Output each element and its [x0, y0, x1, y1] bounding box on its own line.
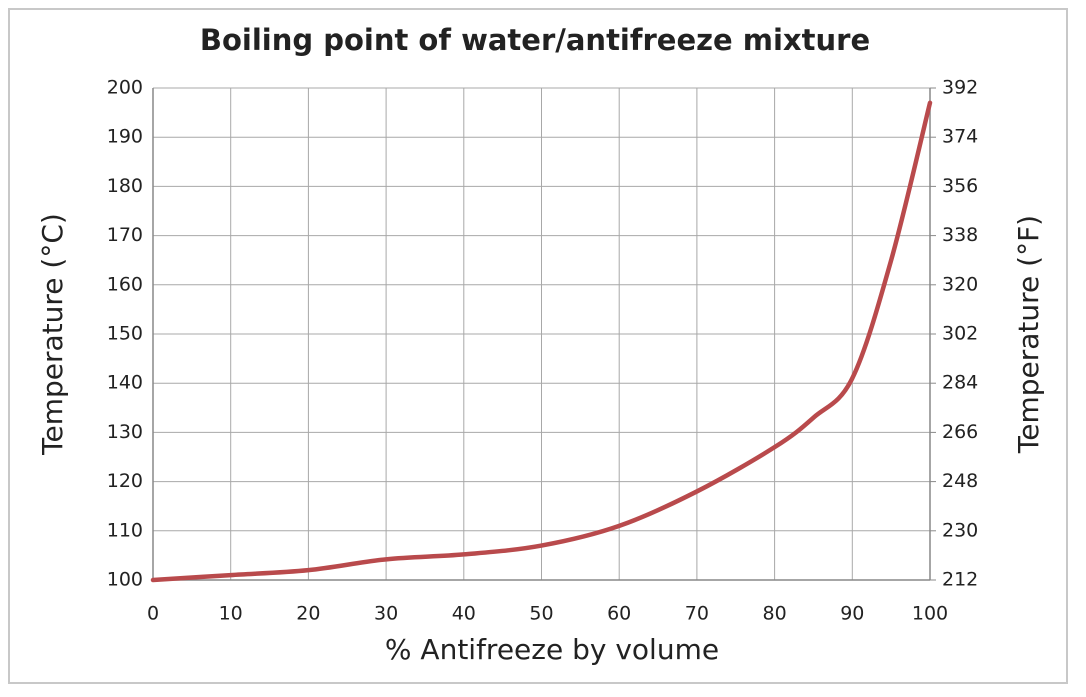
y2-tick-label: 248: [942, 470, 978, 492]
y-tick-label: 100: [107, 569, 143, 591]
y-tick-label: 130: [107, 421, 143, 443]
x-axis-label: % Antifreeze by volume: [385, 633, 719, 666]
x-tick-label: 0: [147, 603, 159, 625]
y2-tick-label: 230: [942, 519, 978, 541]
y2-tick-label: 392: [942, 77, 978, 99]
y2-tick-label: 338: [942, 224, 978, 246]
y-tick-label: 140: [107, 372, 143, 394]
y2-tick-label: 356: [942, 175, 978, 197]
y2-tick-label: 320: [942, 273, 978, 295]
chart-title: Boiling point of water/antifreeze mixtur…: [200, 23, 870, 57]
frame: [8, 8, 1068, 684]
x-tick-label: 40: [452, 603, 476, 625]
y2-tick-label: 374: [942, 126, 978, 148]
x-tick-label: 10: [219, 603, 243, 625]
y2-axis-label: Temperature (°F): [1012, 215, 1045, 454]
x-tick-label: 80: [763, 603, 787, 625]
x-tick-label: 30: [374, 603, 398, 625]
x-tick-label: 100: [912, 603, 948, 625]
y-tick-label: 190: [107, 126, 143, 148]
y-tick-label: 170: [107, 224, 143, 246]
x-tick-label: 70: [685, 603, 709, 625]
y-tick-label: 150: [107, 323, 143, 345]
x-tick-label: 90: [840, 603, 864, 625]
y-tick-label: 110: [107, 519, 143, 541]
y2-tick-label: 212: [942, 569, 978, 591]
line: [150, 100, 933, 583]
y-tick-label: 200: [107, 77, 143, 99]
y-axis-label: Temperature (°C): [36, 213, 69, 456]
y2-tick-label: 284: [942, 372, 978, 394]
y2-tick-label: 266: [942, 421, 978, 443]
y2-tick-label: 302: [942, 323, 978, 345]
y-tick-label: 160: [107, 273, 143, 295]
x-tick-label: 60: [607, 603, 631, 625]
x-tick-label: 20: [296, 603, 320, 625]
y-tick-label: 180: [107, 175, 143, 197]
x-tick-label: 50: [529, 603, 553, 625]
y-tick-label: 120: [107, 470, 143, 492]
